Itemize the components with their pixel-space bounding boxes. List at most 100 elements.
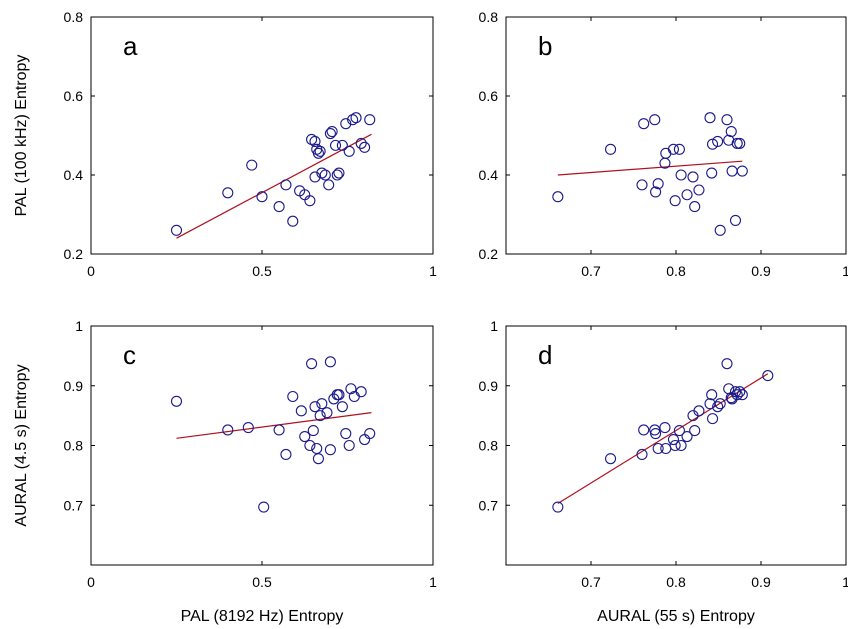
data-point [359, 141, 371, 153]
y-tick-label: 0.8 [64, 438, 84, 454]
y-tick-label: 0.6 [64, 88, 84, 104]
data-point [638, 424, 650, 436]
data-point [333, 167, 345, 179]
data-point [689, 425, 701, 437]
panel-letter: b [538, 31, 552, 61]
x-axis-label: AURAL (55 s) Entropy [597, 608, 755, 625]
y-tick-label: 0.6 [479, 88, 499, 104]
data-point [660, 442, 672, 455]
data-point [762, 370, 774, 382]
data-point [667, 433, 680, 446]
data-point [319, 169, 331, 181]
y-tick-label: 0.8 [479, 9, 499, 25]
data-point [731, 389, 743, 401]
data-point [309, 135, 321, 147]
data-point [706, 413, 719, 425]
data-point [326, 126, 338, 138]
data-point [307, 425, 319, 437]
data-point [604, 453, 617, 465]
data-point [660, 147, 672, 159]
data-point [706, 138, 719, 150]
panel-d: 0.7 0.8 0.9 1 0.7 0.8 0.9 1 d AURAL (55 s) Entrop… [479, 318, 848, 625]
data-point [359, 433, 371, 446]
y-tick-label: 0.2 [64, 246, 84, 262]
y-tick-label: 0.9 [64, 378, 84, 394]
data-point [669, 195, 681, 207]
data-point [736, 389, 748, 401]
data-point [638, 118, 650, 130]
data-point [650, 186, 662, 198]
data-point [667, 143, 680, 155]
data-point [345, 383, 357, 395]
data-point [714, 224, 726, 236]
data-point [673, 143, 685, 155]
y-tick-label: 1 [75, 318, 83, 334]
data-point [604, 143, 617, 155]
regression-line [557, 160, 743, 176]
panel-c: 0 0.5 1 0.7 0.8 0.9 1 c PAL (8192 Hz) Entropy AUR… [13, 318, 437, 625]
data-point [312, 147, 324, 159]
data-point [340, 118, 352, 130]
data-point [675, 169, 687, 181]
y-tick-label: 0.8 [64, 9, 84, 25]
data-point [721, 114, 733, 126]
data-point [706, 389, 718, 401]
data-point [324, 356, 336, 368]
data-point [324, 444, 336, 456]
x-tick-label: 0 [87, 574, 95, 590]
data-point [725, 126, 737, 138]
y-tick-label: 0.4 [479, 167, 499, 183]
y-tick-label: 0.7 [64, 497, 84, 513]
data-point [681, 430, 693, 443]
x-tick-label: 0.5 [252, 263, 272, 279]
data-point [170, 224, 183, 236]
data-point [314, 410, 326, 422]
x-tick-label: 0.9 [751, 574, 771, 590]
data-point [355, 386, 367, 398]
data-point [323, 179, 335, 191]
data-point [340, 427, 352, 440]
x-tick-label: 0.9 [751, 263, 771, 279]
data-point [636, 448, 648, 461]
x-tick-label: 0 [87, 263, 95, 279]
data-point [725, 392, 737, 404]
data-point [734, 386, 746, 398]
regression-line [176, 412, 372, 439]
data-point [687, 171, 699, 183]
data-point [636, 179, 648, 191]
data-point [552, 501, 564, 513]
data-point [316, 398, 328, 410]
data-point [321, 407, 333, 419]
y-tick-label: 0.7 [479, 497, 499, 513]
data-point [693, 405, 705, 417]
panel-letter: a [123, 31, 138, 61]
x-tick-label: 1 [429, 574, 437, 590]
data-point [309, 171, 321, 183]
x-tick-label: 0.5 [252, 574, 272, 590]
data-point [222, 424, 234, 436]
data-point [736, 165, 748, 177]
data-point [299, 430, 311, 443]
data-point [726, 165, 738, 177]
panel-a: 0 0.5 1 0.2 0.4 0.6 0.8 a PAL (100 kHz) Entropy [13, 9, 437, 279]
data-point [287, 390, 299, 403]
data-point [336, 139, 348, 151]
data-point [280, 448, 292, 461]
data-point [364, 427, 376, 440]
data-point [329, 139, 342, 151]
data-point [734, 137, 746, 149]
data-point [706, 167, 718, 179]
data-point [343, 439, 355, 452]
plot-frame [90, 16, 434, 255]
data-point [256, 191, 268, 203]
regression-line [557, 373, 769, 504]
data-point [681, 189, 693, 201]
y-tick-label: 0.2 [479, 246, 499, 262]
panel-letter: d [538, 340, 552, 370]
data-point [669, 439, 681, 452]
data-point [343, 145, 355, 157]
data-point [273, 201, 285, 213]
data-point [331, 169, 343, 181]
data-point [675, 439, 687, 452]
